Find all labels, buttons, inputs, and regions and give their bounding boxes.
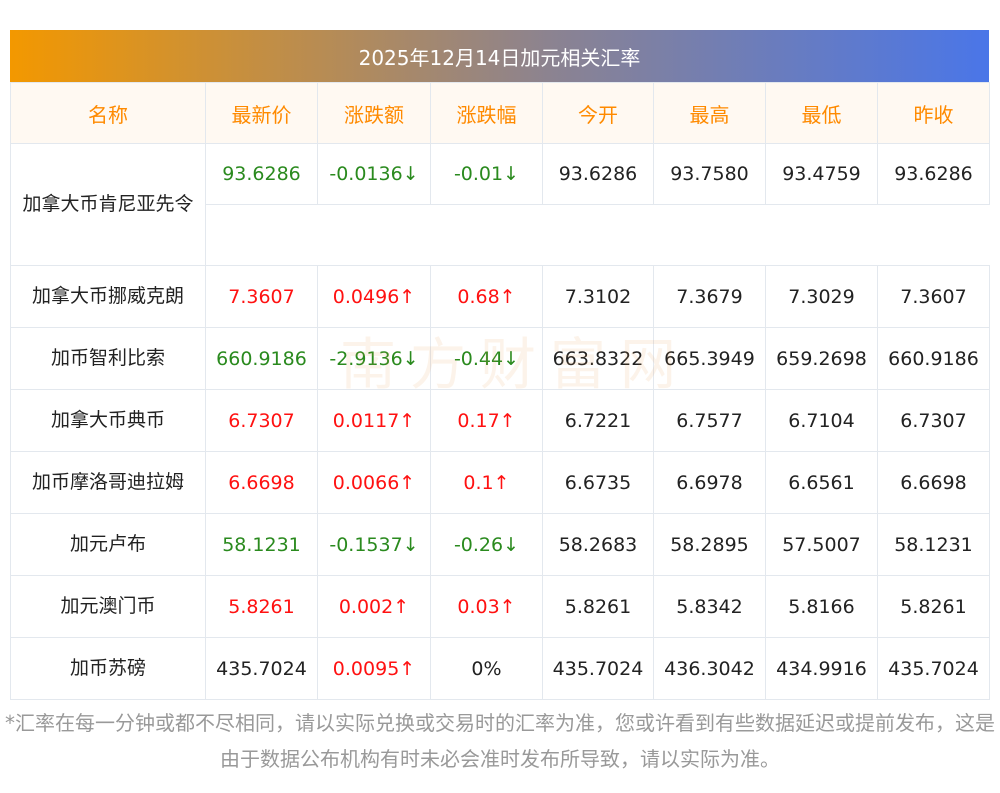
cell-open: 6.7221 [542, 389, 654, 452]
cell-low: 5.8166 [765, 575, 878, 638]
cell-latest: 7.3607 [205, 265, 318, 328]
table-row: 加元卢布 58.1231 -0.1537↓ -0.26↓ 58.2683 58.2895 5… [10, 513, 990, 576]
cell-open: 663.8322 [542, 327, 654, 390]
cell-open: 7.3102 [542, 265, 654, 328]
cell-latest: 6.7307 [205, 389, 318, 452]
cell-prev: 93.6286 [877, 143, 990, 205]
cell-high: 6.7577 [653, 389, 766, 452]
column-header: 涨跌额 [317, 82, 431, 144]
currency-name: 加元澳门币 [10, 575, 206, 638]
cell-latest: 435.7024 [205, 637, 318, 700]
column-header: 最高 [653, 82, 766, 144]
cell-prev: 6.6698 [877, 451, 990, 514]
cell-low: 6.6561 [765, 451, 878, 514]
disclaimer-note: *汇率在每一分钟或都不尽相同，请以实际兑换或交易时的汇率为准，您或许看到有些数据… [5, 711, 995, 771]
column-header: 最低 [765, 82, 878, 144]
cell-open: 435.7024 [542, 637, 654, 700]
cell-latest: 6.6698 [205, 451, 318, 514]
cell-pct: -0.01↓ [430, 143, 543, 205]
currency-name: 加元卢布 [10, 513, 206, 576]
table-row: 加币苏磅 435.7024 0.0095↑ 0% 435.7024 436.3042 434… [10, 637, 990, 700]
table-row: 加拿大币典币 6.7307 0.0117↑ 0.17↑ 6.7221 6.7577 6.71… [10, 389, 990, 452]
cell-pct: -0.26↓ [430, 513, 543, 576]
cell-prev: 435.7024 [877, 637, 990, 700]
column-header: 涨跌幅 [430, 82, 543, 144]
cell-prev: 660.9186 [877, 327, 990, 390]
column-header: 今开 [542, 82, 654, 144]
cell-low: 6.7104 [765, 389, 878, 452]
table-row: 加币智利比索 660.9186 -2.9136↓ -0.44↓ 663.8322 665.… [10, 327, 990, 390]
cell-pct: 0.17↑ [430, 389, 543, 452]
cell-high: 93.7580 [653, 143, 766, 205]
cell-prev: 7.3607 [877, 265, 990, 328]
cell-change: 0.0066↑ [317, 451, 431, 514]
header-row: 名称 最新价 涨跌额 涨跌幅 今开 最高 最低 昨收 [10, 82, 990, 144]
cell-change: 0.0117↑ [317, 389, 431, 452]
cell-low: 659.2698 [765, 327, 878, 390]
cell-latest: 5.8261 [205, 575, 318, 638]
cell-high: 6.6978 [653, 451, 766, 514]
currency-name: 加拿大币典币 [10, 389, 206, 452]
column-header: 昨收 [877, 82, 990, 144]
cell-high: 665.3949 [653, 327, 766, 390]
cell-low: 434.9916 [765, 637, 878, 700]
currency-name: 加拿大币肯尼亚先令 [10, 143, 206, 266]
cell-prev: 58.1231 [877, 513, 990, 576]
cell-high: 5.8342 [653, 575, 766, 638]
table-row: 加元澳门币 5.8261 0.002↑ 0.03↑ 5.8261 5.8342 5.8166… [10, 575, 990, 638]
table-title: 2025年12月14日加元相关汇率 [10, 30, 989, 82]
currency-name: 加拿大币挪威克朗 [10, 265, 206, 328]
cell-latest: 93.6286 [205, 143, 318, 205]
cell-high: 436.3042 [653, 637, 766, 700]
cell-pct: 0.03↑ [430, 575, 543, 638]
cell-prev: 5.8261 [877, 575, 990, 638]
cell-low: 57.5007 [765, 513, 878, 576]
table-row: 加拿大币肯尼亚先令 93.6286 -0.0136↓ -0.01↓ 93.6286 93.… [10, 143, 990, 266]
spacer-cell [205, 204, 990, 266]
column-header: 最新价 [205, 82, 318, 144]
cell-latest: 58.1231 [205, 513, 318, 576]
cell-change: -2.9136↓ [317, 327, 431, 390]
cell-pct: 0.68↑ [430, 265, 543, 328]
cell-open: 93.6286 [542, 143, 654, 205]
cell-pct: 0% [430, 637, 543, 700]
column-header: 名称 [10, 82, 206, 144]
cell-change: 0.002↑ [317, 575, 431, 638]
currency-name: 加币苏磅 [10, 637, 206, 700]
cell-open: 5.8261 [542, 575, 654, 638]
cell-change: -0.0136↓ [317, 143, 431, 205]
cell-low: 7.3029 [765, 265, 878, 328]
table-row: 加币摩洛哥迪拉姆 6.6698 0.0066↑ 0.1↑ 6.6735 6.6978 6.6… [10, 451, 990, 514]
cell-pct: 0.1↑ [430, 451, 543, 514]
cell-prev: 6.7307 [877, 389, 990, 452]
currency-name: 加币摩洛哥迪拉姆 [10, 451, 206, 514]
cell-pct: -0.44↓ [430, 327, 543, 390]
currency-name: 加币智利比索 [10, 327, 206, 390]
cell-change: 0.0095↑ [317, 637, 431, 700]
table-row: 加拿大币挪威克朗 7.3607 0.0496↑ 0.68↑ 7.3102 7.3679 7.… [10, 265, 990, 328]
cell-open: 6.6735 [542, 451, 654, 514]
cell-high: 7.3679 [653, 265, 766, 328]
exchange-rate-table: 名称 最新价 涨跌额 涨跌幅 今开 最高 最低 昨收 加拿大币肯尼亚先令 93.6286 -0.0… [10, 82, 990, 700]
cell-change: 0.0496↑ [317, 265, 431, 328]
cell-change: -0.1537↓ [317, 513, 431, 576]
cell-high: 58.2895 [653, 513, 766, 576]
cell-latest: 660.9186 [205, 327, 318, 390]
cell-low: 93.4759 [765, 143, 878, 205]
cell-open: 58.2683 [542, 513, 654, 576]
